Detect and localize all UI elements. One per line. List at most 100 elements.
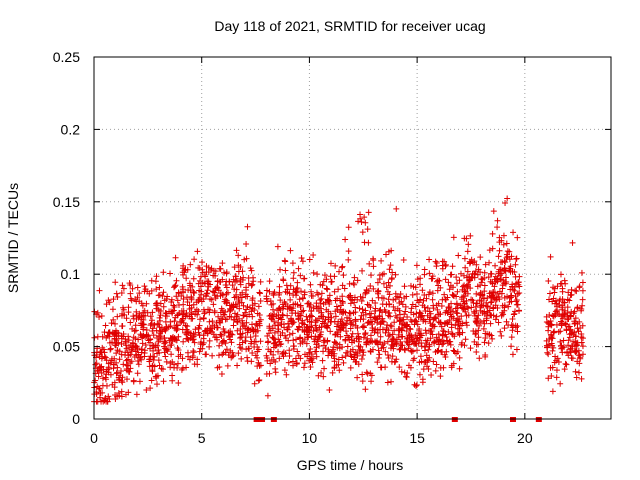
data-point — [513, 346, 520, 353]
data-point — [349, 330, 356, 337]
data-point — [572, 315, 579, 322]
data-point — [563, 361, 570, 368]
data-point — [547, 317, 554, 324]
data-point — [579, 279, 586, 286]
data-point — [376, 307, 383, 314]
data-point — [271, 329, 278, 336]
data-point — [230, 304, 237, 311]
data-point — [205, 306, 212, 313]
data-point — [420, 318, 427, 325]
data-point — [220, 311, 227, 318]
data-point — [442, 331, 449, 338]
data-point — [157, 300, 164, 307]
data-point — [226, 302, 233, 309]
data-point — [392, 296, 399, 303]
data-point — [135, 361, 142, 368]
data-point — [282, 267, 289, 274]
data-point — [96, 386, 103, 393]
data-point — [150, 342, 157, 349]
data-point — [367, 283, 374, 290]
data-point — [101, 329, 108, 336]
data-point — [390, 296, 397, 303]
data-point — [221, 329, 228, 336]
data-point — [183, 326, 190, 333]
data-point — [139, 340, 146, 347]
data-point — [327, 328, 334, 335]
data-point — [97, 389, 104, 396]
data-point — [189, 354, 196, 361]
data-point — [473, 290, 480, 297]
y-axis-label: SRMTID / TECUs — [5, 183, 21, 293]
data-point — [341, 285, 348, 292]
data-point — [178, 293, 185, 300]
data-point — [160, 269, 167, 276]
data-point — [240, 312, 247, 319]
data-point — [453, 300, 460, 307]
data-point — [270, 335, 277, 342]
data-point — [438, 303, 445, 310]
data-point — [254, 363, 261, 370]
data-point — [479, 276, 486, 283]
data-point — [119, 304, 126, 311]
data-point — [243, 241, 250, 248]
data-point — [113, 339, 120, 346]
data-point — [473, 300, 480, 307]
data-point — [214, 324, 221, 331]
data-point — [399, 342, 406, 349]
data-point — [152, 278, 159, 285]
data-point — [196, 322, 203, 329]
data-point — [264, 332, 271, 339]
data-point — [233, 313, 240, 320]
data-point — [135, 314, 142, 321]
data-point — [459, 286, 466, 293]
data-point — [339, 293, 346, 300]
data-point — [97, 348, 104, 355]
data-point — [421, 266, 428, 273]
data-point — [492, 316, 499, 323]
data-point — [146, 290, 153, 297]
data-point — [324, 322, 331, 329]
data-point — [125, 333, 132, 340]
data-point — [501, 304, 508, 311]
data-point — [390, 343, 397, 350]
data-point — [392, 339, 399, 346]
data-point — [390, 335, 397, 342]
data-point — [282, 350, 289, 357]
data-point — [572, 348, 579, 355]
data-point — [276, 289, 283, 296]
data-point — [490, 312, 497, 319]
data-point — [287, 282, 294, 289]
data-point — [497, 272, 504, 279]
data-point — [351, 299, 358, 306]
data-point — [236, 341, 243, 348]
data-point — [511, 269, 518, 276]
data-point — [426, 327, 433, 334]
data-point — [279, 311, 286, 318]
x-tick-label: 15 — [409, 430, 425, 446]
data-point — [560, 337, 567, 344]
data-point — [458, 296, 465, 303]
data-point — [403, 293, 410, 300]
data-point — [572, 287, 579, 294]
data-point — [140, 324, 147, 331]
data-point — [188, 295, 195, 302]
data-point — [336, 367, 343, 374]
data-point — [238, 299, 245, 306]
data-point — [465, 312, 472, 319]
data-point — [210, 331, 217, 338]
data-point — [417, 275, 424, 282]
data-point — [127, 319, 134, 326]
data-point — [379, 271, 386, 278]
data-point — [244, 293, 251, 300]
data-point — [463, 282, 470, 289]
data-point — [415, 327, 422, 334]
data-point — [387, 322, 394, 329]
data-point — [180, 301, 187, 308]
data-point — [210, 272, 217, 279]
data-point — [200, 315, 207, 322]
data-point — [224, 289, 231, 296]
data-point — [386, 266, 393, 273]
data-point — [307, 345, 314, 352]
data-point — [128, 297, 135, 304]
data-point — [433, 302, 440, 309]
